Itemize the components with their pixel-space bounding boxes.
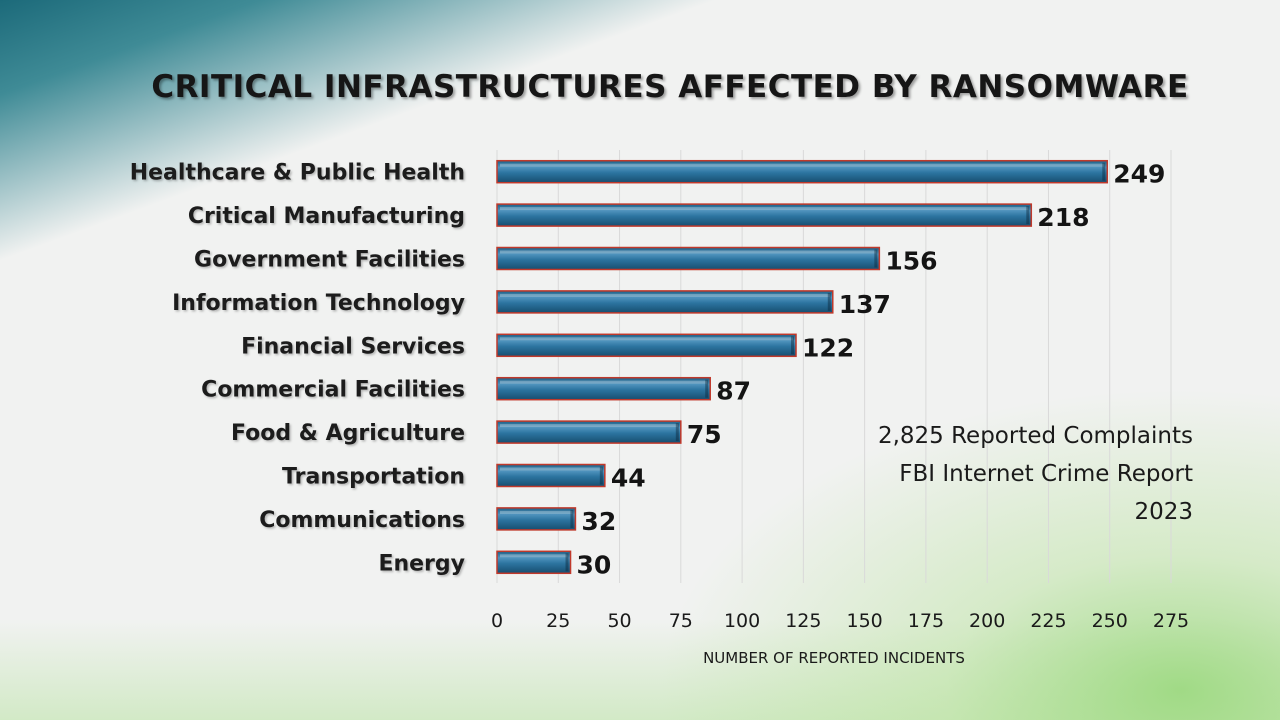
x-tick-labels: 0 25 50 75 100 125 150 175 200 225 250 275 <box>491 610 1189 632</box>
data-label: 32 <box>581 507 616 536</box>
bar <box>496 376 711 401</box>
annotation-line-3: 2023 <box>1134 499 1193 525</box>
x-tick-label: 275 <box>1153 610 1189 632</box>
bar-end-bevel <box>675 423 679 442</box>
bar <box>496 333 797 358</box>
bar-highlight <box>500 424 678 428</box>
x-tick-label: 100 <box>724 610 760 632</box>
data-label: 122 <box>802 333 854 362</box>
x-tick-label: 0 <box>491 610 503 632</box>
bar-end-bevel <box>565 553 569 572</box>
bar <box>496 203 1033 227</box>
data-label: 87 <box>716 377 751 406</box>
category-label: Food & Agriculture <box>231 421 465 446</box>
data-label: 137 <box>839 290 891 319</box>
bar-end-bevel <box>705 379 709 398</box>
category-label: Commercial Facilities <box>201 378 465 403</box>
category-label: Healthcare & Public Health <box>130 161 465 186</box>
category-label: Financial Services <box>241 334 465 359</box>
bar-end-bevel <box>827 292 831 311</box>
chart-title: CRITICAL INFRASTRUCTURES AFFECTED BY RAN… <box>151 69 1188 105</box>
bar-highlight <box>500 510 573 514</box>
category-label: Energy <box>378 551 465 576</box>
data-label: 249 <box>1113 160 1165 189</box>
category-label: Critical Manufacturing <box>188 204 465 229</box>
category-label: Government Facilities <box>194 248 465 273</box>
annotation-line-2: FBI Internet Crime Report <box>899 461 1193 487</box>
bars <box>496 159 1109 575</box>
bar-highlight <box>500 467 602 471</box>
annotation-line-1: 2,825 Reported Complaints <box>878 423 1193 449</box>
bar <box>496 159 1109 184</box>
bar-end-bevel <box>791 336 795 355</box>
category-labels: Healthcare & Public Health Critical Manuf… <box>130 161 465 577</box>
bar <box>496 550 572 575</box>
bar-highlight <box>500 207 1029 211</box>
bar-highlight <box>500 554 568 558</box>
category-label: Transportation <box>282 465 465 490</box>
data-label: 44 <box>611 464 646 493</box>
x-tick-label: 50 <box>607 610 631 632</box>
x-tick-label: 150 <box>847 610 883 632</box>
x-tick-label: 225 <box>1030 610 1066 632</box>
bar-end-bevel <box>599 466 603 485</box>
data-label: 218 <box>1037 203 1089 232</box>
data-label: 30 <box>577 550 612 579</box>
x-tick-label: 175 <box>908 610 944 632</box>
value-labels: 249 218 156 137 122 87 75 44 32 30 <box>577 160 1166 580</box>
bar <box>496 290 834 314</box>
bar-end-bevel <box>1102 162 1106 181</box>
bar-highlight <box>500 163 1105 167</box>
bar-end-bevel <box>874 249 878 268</box>
bar-highlight <box>500 250 877 254</box>
x-tick-label: 75 <box>669 610 693 632</box>
category-label: Communications <box>259 508 465 533</box>
data-label: 156 <box>885 247 937 276</box>
bar <box>496 463 606 488</box>
bar-highlight <box>500 337 794 341</box>
bar-end-bevel <box>570 509 574 528</box>
bar-end-bevel <box>1026 206 1030 225</box>
x-tick-label: 125 <box>785 610 821 632</box>
data-label: 75 <box>687 420 722 449</box>
x-axis-title: NUMBER OF REPORTED INCIDENTS <box>703 649 965 667</box>
bar <box>496 420 682 444</box>
bar-highlight <box>500 293 830 297</box>
x-tick-label: 200 <box>969 610 1005 632</box>
x-tick-label: 250 <box>1092 610 1128 632</box>
x-tick-label: 25 <box>546 610 570 632</box>
bar <box>496 507 577 531</box>
category-label: Information Technology <box>172 291 465 316</box>
bar-highlight <box>500 380 708 384</box>
bar <box>496 246 881 271</box>
